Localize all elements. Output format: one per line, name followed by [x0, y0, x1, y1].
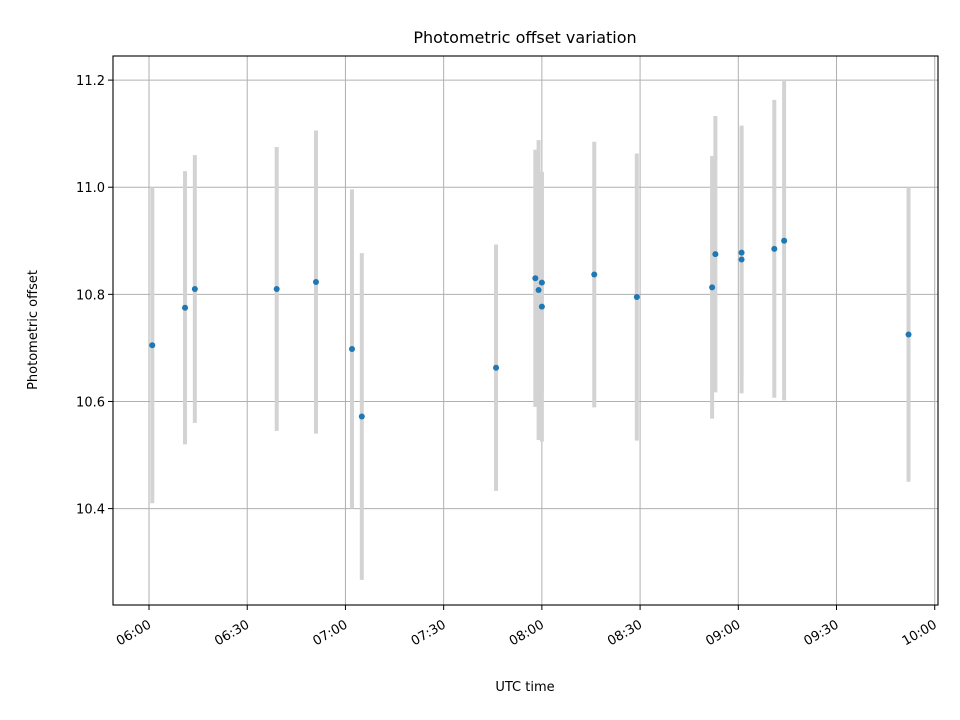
- data-point: [358, 413, 365, 420]
- y-tick-label: 10.6: [76, 395, 105, 410]
- data-point: [312, 279, 319, 286]
- y-tick-label: 10.4: [76, 503, 105, 518]
- x-tick-label: 09:00: [703, 617, 743, 649]
- data-points: [149, 237, 912, 420]
- data-point: [532, 275, 539, 282]
- data-point: [781, 237, 788, 244]
- x-axis-label: UTC time: [495, 680, 554, 695]
- grid-lines: [113, 56, 938, 605]
- x-tick-label: 08:30: [605, 617, 645, 649]
- x-tick-label: 06:30: [212, 617, 252, 649]
- chart-title: Photometric offset variation: [413, 28, 636, 47]
- x-tick-label: 06:00: [114, 617, 154, 649]
- y-tick-label: 11.0: [76, 181, 105, 196]
- y-axis-ticks: 10.4 10.6 10.8 11.0 11.2: [76, 74, 113, 518]
- data-point: [712, 251, 719, 258]
- y-tick-label: 11.2: [76, 74, 105, 89]
- data-point: [591, 271, 598, 278]
- data-point: [538, 279, 545, 286]
- x-tick-label: 08:00: [507, 617, 547, 649]
- data-point: [738, 249, 745, 256]
- data-point: [633, 294, 640, 301]
- x-tick-label: 07:30: [409, 617, 449, 649]
- data-point: [348, 345, 355, 352]
- y-axis-label: Photometric offset: [26, 270, 41, 390]
- data-point: [149, 342, 156, 349]
- data-point: [738, 256, 745, 263]
- data-point: [709, 284, 716, 291]
- x-axis-ticks: 06:00 06:30 07:00 07:30 08:00 08:30 09:00 09:30…: [114, 605, 940, 649]
- data-point: [182, 304, 189, 311]
- data-point: [538, 303, 545, 310]
- data-point: [191, 285, 198, 292]
- data-point: [771, 245, 778, 252]
- plot-frame: [112, 55, 939, 606]
- x-tick-label: 09:30: [802, 617, 842, 649]
- error-bars: [150, 81, 911, 580]
- data-point: [905, 331, 912, 338]
- data-point: [493, 364, 500, 371]
- x-tick-label: 10:00: [900, 617, 940, 649]
- data-point: [273, 285, 280, 292]
- x-tick-label: 07:00: [310, 617, 350, 649]
- data-point: [535, 287, 542, 294]
- y-tick-label: 10.8: [76, 288, 105, 303]
